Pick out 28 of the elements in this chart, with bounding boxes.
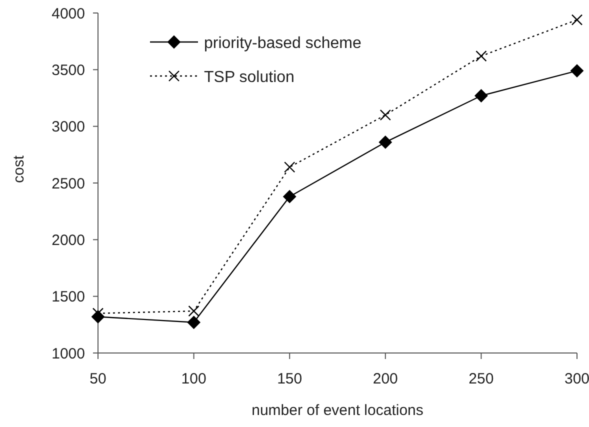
point [92,308,104,319]
x-tick-label: 250 [468,370,494,388]
point [380,109,391,121]
x-tick-label: 50 [90,370,106,388]
legend-label: TSP solution [204,69,294,86]
y-axis-title: cost [10,154,28,183]
y-tick-label: 3000 [52,118,85,136]
point [187,316,200,329]
y-tick-label: 2500 [52,175,85,192]
y-tick-label: 4000 [52,5,85,22]
y-tick-label: 3500 [52,62,85,79]
point [378,136,392,149]
y-tick-label: 1000 [52,345,85,362]
x-axis-title: number of event locations [252,402,424,419]
y-tick-label: 2000 [52,232,85,249]
x-tick-label: 300 [564,370,589,388]
point [284,162,296,173]
x-tick-label: 100 [181,370,206,388]
point [476,50,487,62]
x-tick-label: 200 [372,370,398,388]
y-tick-label: 1500 [52,288,85,306]
point [283,190,296,204]
point [570,64,584,78]
point [571,14,583,26]
point [474,89,488,102]
x-tick-label: 150 [277,370,302,388]
point [188,305,200,317]
legend-label: priority-based scheme [204,35,362,52]
